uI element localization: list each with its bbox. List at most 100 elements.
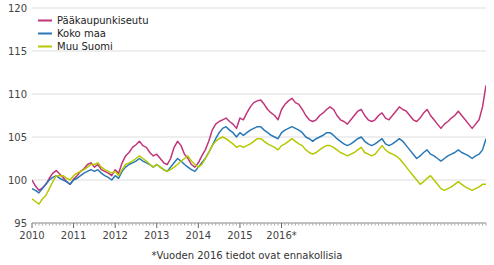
x-tick-minor xyxy=(70,223,71,226)
series-line xyxy=(32,85,486,190)
x-tick-minor xyxy=(343,223,344,226)
legend-swatch xyxy=(38,33,52,35)
x-tick-minor xyxy=(378,223,379,226)
legend-label: Muu Suomi xyxy=(57,41,113,52)
x-tick-minor xyxy=(250,223,251,226)
grid xyxy=(32,8,486,223)
x-tick-minor xyxy=(187,223,188,226)
x-tick-minor xyxy=(149,223,150,226)
x-tick-minor xyxy=(364,223,365,226)
x-tick-minor xyxy=(427,223,428,226)
x-tick-minor xyxy=(191,223,192,226)
x-axis: 2010201120122013201420152016* xyxy=(19,223,486,241)
x-tick-minor xyxy=(129,223,130,226)
x-tick-major xyxy=(156,223,157,228)
x-tick-minor xyxy=(319,223,320,226)
x-tick-minor xyxy=(174,223,175,226)
x-tick-minor xyxy=(63,223,64,226)
x-tick-minor xyxy=(371,223,372,226)
x-tick-minor xyxy=(170,223,171,226)
x-tick-minor xyxy=(361,223,362,226)
x-tick-minor xyxy=(101,223,102,226)
y-tick-label: 120 xyxy=(8,3,27,14)
x-tick-minor xyxy=(205,223,206,226)
x-tick-minor xyxy=(233,223,234,226)
x-tick-label: 2013 xyxy=(144,230,169,241)
x-tick-minor xyxy=(59,223,60,226)
x-tick-minor xyxy=(368,223,369,226)
x-tick-minor xyxy=(201,223,202,226)
x-tick-minor xyxy=(271,223,272,226)
x-tick-minor xyxy=(181,223,182,226)
x-tick-minor xyxy=(420,223,421,226)
x-tick-minor xyxy=(139,223,140,226)
x-tick-minor xyxy=(219,223,220,226)
x-tick-minor xyxy=(350,223,351,226)
x-tick-minor xyxy=(284,223,285,226)
x-tick-minor xyxy=(475,223,476,226)
x-tick-major xyxy=(73,223,74,228)
x-tick-minor xyxy=(163,223,164,226)
x-tick-minor xyxy=(330,223,331,226)
x-tick-minor xyxy=(45,223,46,226)
x-tick-minor xyxy=(416,223,417,226)
series-lines xyxy=(32,85,486,204)
x-tick-minor xyxy=(409,223,410,226)
x-tick-minor xyxy=(454,223,455,226)
x-tick-minor xyxy=(402,223,403,226)
x-tick-minor xyxy=(80,223,81,226)
grid-line xyxy=(32,137,486,138)
x-tick-minor xyxy=(160,223,161,226)
x-tick-minor xyxy=(354,223,355,226)
x-tick-minor xyxy=(77,223,78,226)
x-tick-minor xyxy=(226,223,227,226)
x-tick-minor xyxy=(52,223,53,226)
chart: 9510010511011512020102011201220132014201… xyxy=(0,0,494,265)
x-tick-minor xyxy=(382,223,383,226)
x-tick-minor xyxy=(125,223,126,226)
x-tick-minor xyxy=(278,223,279,226)
y-tick-label: 105 xyxy=(8,132,27,143)
x-tick-minor xyxy=(461,223,462,226)
x-tick-minor xyxy=(260,223,261,226)
series-line xyxy=(32,127,486,193)
x-axis-line xyxy=(32,223,486,224)
x-tick-label: 2016* xyxy=(266,230,296,241)
y-axis: 95100105110115120 xyxy=(8,3,27,229)
legend-swatch xyxy=(38,20,52,22)
x-tick-minor xyxy=(111,223,112,226)
x-tick-major xyxy=(281,223,282,228)
x-tick-minor xyxy=(132,223,133,226)
x-tick-minor xyxy=(135,223,136,226)
x-tick-minor xyxy=(212,223,213,226)
x-tick-minor xyxy=(90,223,91,226)
x-tick-minor xyxy=(437,223,438,226)
x-tick-minor xyxy=(388,223,389,226)
x-tick-minor xyxy=(229,223,230,226)
x-tick-label: 2011 xyxy=(61,230,86,241)
x-tick-minor xyxy=(458,223,459,226)
x-tick-minor xyxy=(486,223,487,226)
x-tick-label: 2014 xyxy=(186,230,211,241)
x-tick-major xyxy=(198,223,199,228)
x-tick-minor xyxy=(444,223,445,226)
x-tick-minor xyxy=(267,223,268,226)
x-tick-minor xyxy=(347,223,348,226)
series-line xyxy=(32,137,486,204)
x-tick-minor xyxy=(257,223,258,226)
x-tick-minor xyxy=(38,223,39,226)
x-tick-minor xyxy=(56,223,57,226)
x-tick-minor xyxy=(336,223,337,226)
legend-swatch xyxy=(38,46,52,48)
x-tick-minor xyxy=(194,223,195,226)
legend: PääkaupunkiseutuKoko maaMuu Suomi xyxy=(38,15,148,52)
x-tick-label: 2015 xyxy=(227,230,252,241)
x-tick-minor xyxy=(142,223,143,226)
x-tick-minor xyxy=(298,223,299,226)
x-tick-minor xyxy=(316,223,317,226)
x-tick-minor xyxy=(208,223,209,226)
x-tick-label: 2012 xyxy=(102,230,127,241)
x-tick-minor xyxy=(274,223,275,226)
x-tick-minor xyxy=(434,223,435,226)
y-tick-label: 115 xyxy=(8,46,27,57)
